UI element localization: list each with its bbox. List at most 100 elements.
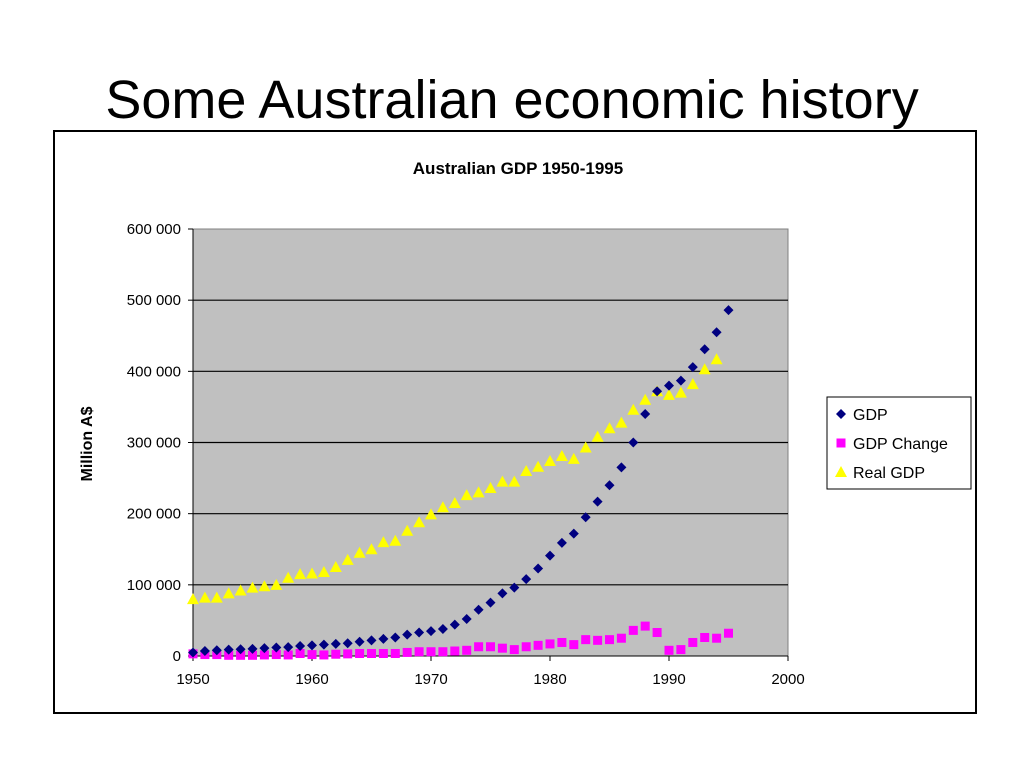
gdp-point [675,375,686,386]
gdp-point [318,639,329,650]
gdp-point [211,645,222,656]
gdp-point [437,623,448,634]
gdp-point [640,409,651,420]
real-gdp-point [210,591,223,603]
real-gdp-point [698,363,711,375]
gdp-change-point [367,649,376,659]
y-tick-label: 400 000 [127,363,181,380]
gdp-change-point [605,635,614,645]
gdp-change-point [581,635,591,645]
real-gdp-point [246,581,259,593]
gdp-point [604,480,615,491]
gdp-point [223,644,234,655]
gdp-point [687,362,698,373]
y-tick-label: 0 [173,648,181,665]
gdp-change-point [533,640,543,650]
real-gdp-point [460,489,473,501]
gdp-change-point [474,642,484,652]
gdp-change-point [545,639,555,649]
legend-box [826,396,972,490]
y-tick-label: 600 000 [127,221,181,238]
gdp-change-point [628,625,638,635]
gdp-change-point [378,649,388,659]
gdp-change-point [486,642,495,652]
gdp-point [271,642,282,653]
legend-label-gdp: GDP [853,407,888,424]
gdp-change-point [307,650,317,660]
gdp-change-point [616,633,626,643]
real-gdp-point [317,566,330,578]
gdp-change-point [248,650,257,660]
gdp-point [461,613,472,624]
gdp-change-point [236,650,246,660]
gdp-change-point [569,640,579,650]
real-gdp-point [674,386,687,398]
real-gdp-point [413,516,426,528]
real-gdp-point [532,460,545,472]
gdp-change-point [664,645,674,655]
gdp-point [414,627,425,638]
real-gdp-point [520,464,533,476]
gdp-change-point [224,650,234,660]
real-gdp-point [329,561,342,573]
gdp-point [509,582,520,593]
gdp-change-point [509,645,519,655]
gdp-point [497,588,508,599]
real-gdp-point [401,524,414,536]
real-gdp-point [663,388,675,400]
legend: GDP GDP Change Real GDP [826,396,972,490]
x-tick-label: 2000 [771,671,804,688]
gdp-change-point [414,647,424,657]
gdp-point [330,638,341,649]
gdp-change-point [355,649,365,659]
real-gdp-point [436,501,449,513]
x-tick-label: 1950 [176,671,209,688]
gdp-point [723,305,734,316]
real-gdp-point [258,580,271,592]
gdp-point [199,646,210,657]
gdp-point [342,638,353,649]
y-tick-label: 300 000 [127,435,181,452]
gdp-point [449,619,460,630]
gdp-point [426,626,436,637]
gdp-point [188,647,198,658]
legend-marker-gdp-change [836,438,846,448]
legend-label-gdp-change: GDP Change [853,436,948,453]
gdp-point [485,597,496,608]
legend-marker-real-gdp [835,466,847,477]
slide-title: Some Australian economic history [105,70,919,130]
gdp-change-point [652,628,662,638]
y-tick-label: 200 000 [127,506,181,523]
gdp-point [366,635,377,646]
gdp-change-point [497,643,507,653]
chart: Australian GDP 1950-1995 Million A$ 0 100… [79,159,972,688]
real-gdp-point [234,584,247,596]
gdp-change-point [343,649,353,659]
gdp-point [580,512,591,523]
x-tick-label: 1960 [295,671,328,688]
real-gdp-point [484,482,497,494]
gdp-point [378,633,389,644]
gdp-change-point [426,647,436,657]
real-gdp-point [603,422,616,434]
legend-marker-gdp [836,409,846,419]
y-axis-label: Million A$ [79,406,96,481]
real-gdp-point [187,593,199,605]
real-gdp-point [294,568,307,580]
chart-frame: Australian GDP 1950-1995 Million A$ 0 100… [53,130,977,714]
real-gdp-point [686,378,699,390]
real-gdp-point [448,496,461,508]
gdp-point [664,380,674,391]
real-gdp-point [222,587,235,599]
chart-title: Australian GDP 1950-1995 [413,159,623,178]
gdp-point [568,528,579,539]
gdp-point [295,641,306,652]
gdp-change-point [557,637,567,647]
gdp-change-point [331,649,341,659]
gdp-change-point [724,628,733,638]
gdp-change-point [521,642,531,652]
gdp-point [616,462,627,473]
gdp-point [592,496,603,507]
gdp-point [521,574,532,585]
real-gdp-point [567,452,580,464]
